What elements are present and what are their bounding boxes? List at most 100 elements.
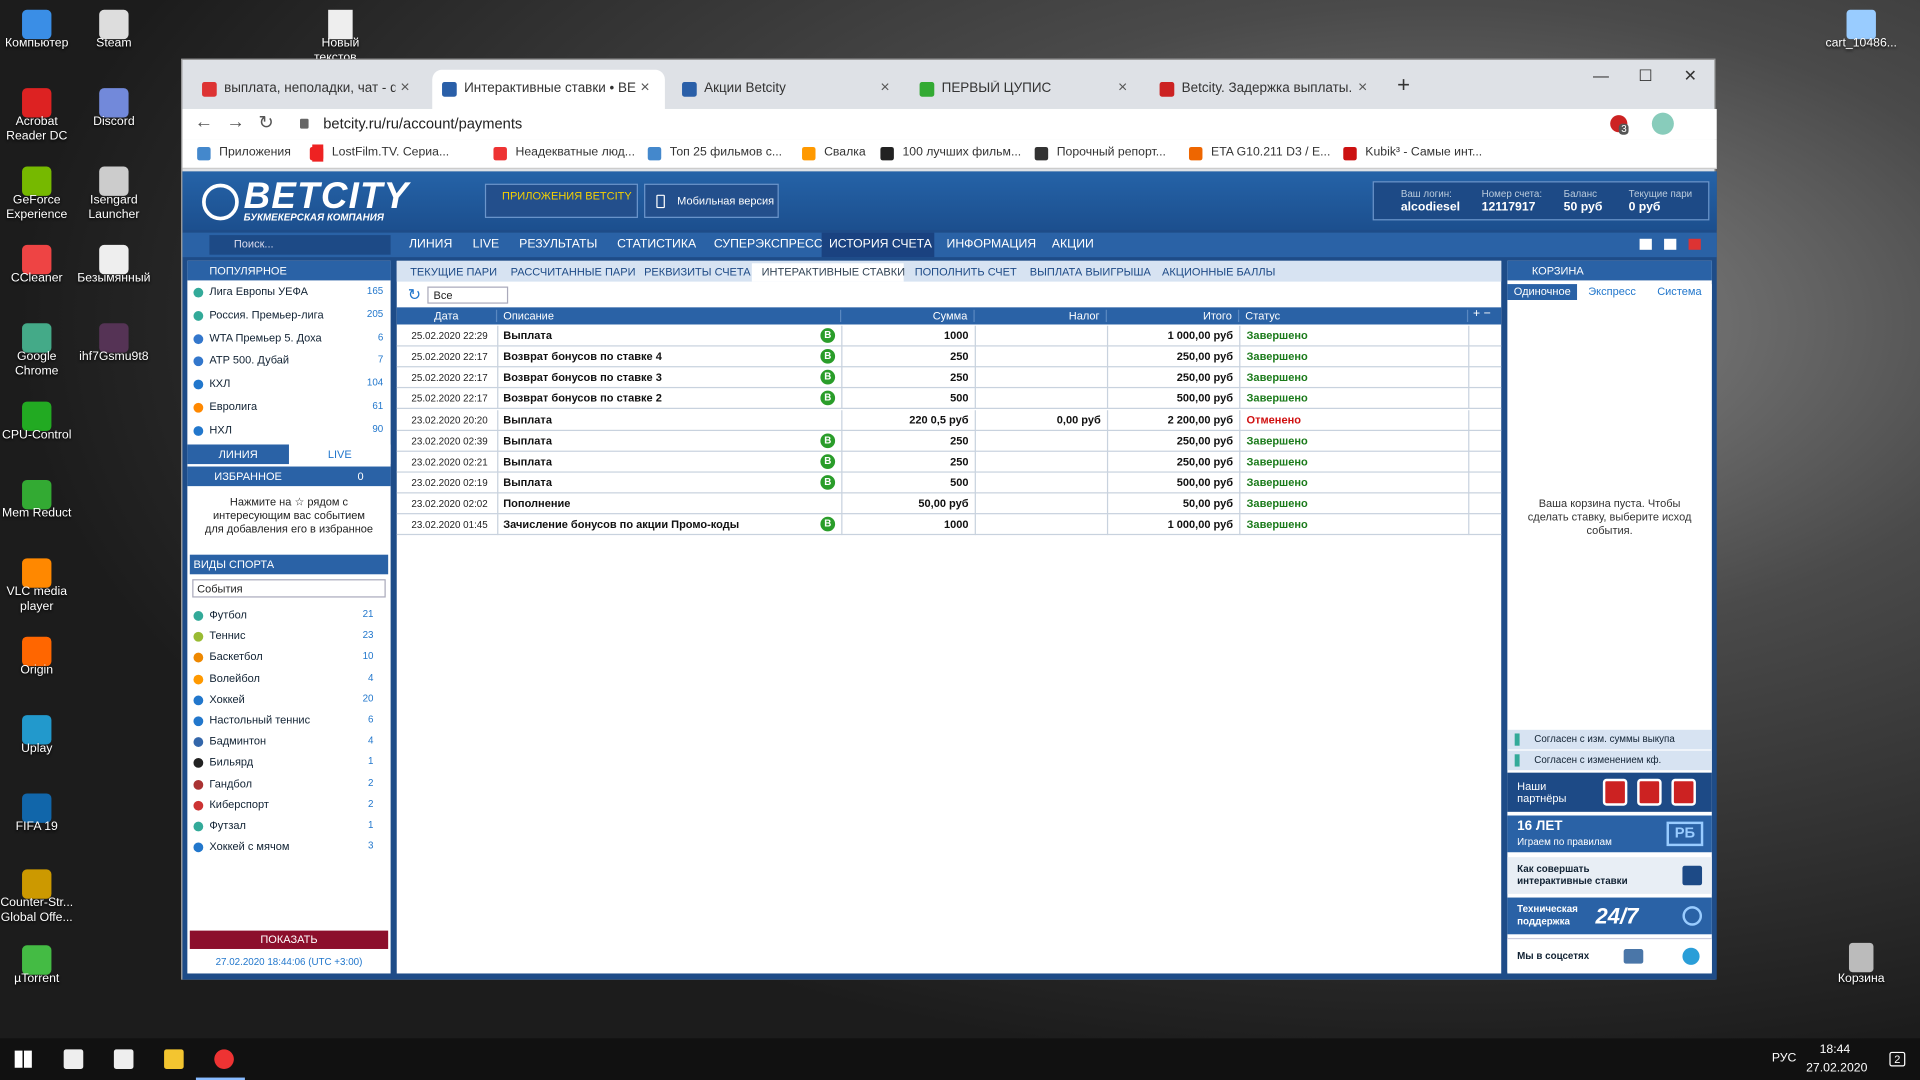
- bookmark-icon[interactable]: [802, 146, 816, 161]
- desktop-icon-image[interactable]: [99, 88, 129, 118]
- window-control[interactable]: ☐: [1638, 66, 1653, 85]
- subtab[interactable]: ТЕКУЩИЕ ПАРИ: [410, 265, 498, 278]
- bookmark[interactable]: 100 лучших фильм...: [902, 145, 1022, 160]
- clock-time[interactable]: 18:44: [1819, 1043, 1851, 1057]
- partner-logo[interactable]: [1602, 778, 1628, 806]
- tab-close[interactable]: ×: [880, 77, 890, 96]
- bookmark[interactable]: LostFilm.TV. Сериа...: [331, 145, 450, 160]
- league-name[interactable]: Лига Европы УЕФА: [209, 285, 308, 298]
- partners-banner[interactable]: Наши партнёры: [1507, 772, 1712, 812]
- nav-button[interactable]: ↻: [258, 112, 274, 134]
- taskbar-icon[interactable]: [113, 1049, 134, 1069]
- sports-select[interactable]: События: [192, 579, 386, 598]
- address-bar[interactable]: betcity.ru/ru/account/payments: [323, 115, 523, 133]
- desktop-icon-image[interactable]: [22, 166, 52, 196]
- bookmark[interactable]: Свалка: [824, 145, 866, 160]
- desktop-icon-label[interactable]: Корзина: [1837, 972, 1885, 986]
- bookmark-icon[interactable]: [197, 146, 211, 161]
- sport-name[interactable]: Баскетбол: [209, 650, 263, 663]
- league-name[interactable]: WTA Премьер 5. Доха: [209, 331, 322, 344]
- sport-name[interactable]: Волейбол: [209, 671, 260, 684]
- desktop-icon-image[interactable]: [22, 793, 52, 823]
- telegram-link[interactable]: [1682, 947, 1700, 965]
- bookmark[interactable]: Приложения: [219, 145, 291, 160]
- browser-tab[interactable]: выплата, неполадки, чат - drezz ×: [192, 70, 425, 109]
- profile-avatar[interactable]: [1651, 112, 1674, 135]
- league-name[interactable]: КХЛ: [209, 377, 231, 390]
- sport-name[interactable]: Бильярд: [209, 755, 254, 769]
- league-name[interactable]: НХЛ: [209, 423, 232, 436]
- sidebar-tab[interactable]: ЛИНИЯ: [187, 444, 289, 465]
- taskbar-icon[interactable]: [63, 1049, 84, 1069]
- desktop-icon-image[interactable]: [1848, 942, 1874, 973]
- sport-name[interactable]: Настольный теннис: [209, 713, 311, 727]
- desktop-icon-label[interactable]: FIFA 19: [15, 820, 58, 834]
- support-banner[interactable]: Техническая поддержка 24/7: [1507, 897, 1712, 935]
- bookmark-icon[interactable]: [1034, 146, 1049, 161]
- basket-option[interactable]: Согласен с изменением кф.: [1507, 750, 1712, 771]
- new-tab-button[interactable]: +: [1397, 72, 1411, 97]
- bookmark[interactable]: Неадекватные люд...: [515, 145, 635, 160]
- basket-tab[interactable]: Одиночное: [1507, 284, 1578, 301]
- howto-banner[interactable]: Как совершать интерактивные ставки: [1507, 857, 1712, 894]
- subtab[interactable]: РАССЧИТАННЫЕ ПАРИ: [510, 265, 636, 278]
- desktop-icon-image[interactable]: [22, 480, 52, 510]
- account-value[interactable]: 0 руб: [1628, 200, 1661, 215]
- sport-name[interactable]: Хоккей с мячом: [209, 840, 290, 853]
- sport-name[interactable]: Футбол: [209, 608, 247, 621]
- clock-date[interactable]: 27.02.2020: [1806, 1061, 1868, 1076]
- desktop-icon-label[interactable]: Безымянный: [77, 271, 151, 286]
- desktop-icon-image[interactable]: [99, 323, 129, 353]
- desktop-icon-image[interactable]: [99, 244, 129, 275]
- start-button[interactable]: [14, 1050, 32, 1068]
- desktop-icon-label[interactable]: Steam: [96, 36, 132, 51]
- mobile-button[interactable]: Мобильная версия: [644, 183, 779, 218]
- nav-item[interactable]: ЛИНИЯ: [408, 237, 453, 252]
- subtab[interactable]: ИНТЕРАКТИВНЫЕ СТАВКИ: [761, 265, 906, 278]
- browser-tab[interactable]: Акции Betcity ×: [672, 70, 905, 109]
- logo-ball[interactable]: [202, 183, 239, 221]
- nav-item[interactable]: ИНФОРМАЦИЯ: [946, 237, 1037, 252]
- desktop-icon-label[interactable]: Mem Reduct: [2, 506, 72, 521]
- filter-select[interactable]: Все: [427, 286, 509, 304]
- subtab[interactable]: РЕКВИЗИТЫ СЧЕТА: [644, 265, 751, 278]
- bookmark[interactable]: Топ 25 фильмов с...: [669, 145, 783, 160]
- desktop-icon-image[interactable]: [22, 323, 52, 353]
- subtab[interactable]: ПОПОЛНИТЬ СЧЕТ: [914, 265, 1017, 278]
- account-value[interactable]: 12117917: [1481, 200, 1536, 215]
- desktop-icon-image[interactable]: [99, 166, 129, 196]
- desktop-icon-label[interactable]: Discord: [93, 115, 135, 129]
- bookmark-icon[interactable]: [1343, 146, 1357, 161]
- partner-logo[interactable]: [1671, 778, 1696, 806]
- nav-button[interactable]: ←: [194, 111, 214, 133]
- league-name[interactable]: Евролига: [209, 400, 258, 413]
- taskbar-icon[interactable]: [214, 1049, 234, 1069]
- desktop-icon-label[interactable]: µTorrent: [14, 972, 60, 986]
- nav-tool[interactable]: [1639, 238, 1652, 250]
- desktop-icon-label[interactable]: Origin: [20, 663, 54, 678]
- desktop-icon-image[interactable]: [22, 945, 52, 975]
- bookmark[interactable]: ETA G10.211 D3 / E...: [1211, 145, 1331, 160]
- rules-banner[interactable]: 16 ЛЕТ Играем по правилам РБ: [1507, 815, 1712, 853]
- sidebar-tab[interactable]: LIVE: [288, 444, 391, 465]
- desktop-icon-image[interactable]: [328, 9, 353, 40]
- yandex-icon[interactable]: [312, 144, 324, 162]
- desktop-icon-label[interactable]: CPU-Control: [2, 428, 72, 443]
- tab-close[interactable]: ×: [1357, 77, 1368, 96]
- league-name[interactable]: ATP 500. Дубай: [209, 354, 290, 367]
- desktop-icon-image[interactable]: [1846, 9, 1876, 40]
- subtab[interactable]: ВЫПЛАТА ВЫИГРЫША: [1029, 265, 1151, 278]
- desktop-icon-label[interactable]: Google Chrome: [14, 350, 59, 379]
- browser-tab[interactable]: Betcity. Задержка выплаты. Блог×: [1150, 70, 1383, 109]
- desktop-icon-label[interactable]: Acrobat Reader DC: [6, 115, 68, 144]
- notification-count[interactable]: 2: [1889, 1051, 1906, 1067]
- tab-close[interactable]: ×: [1117, 77, 1128, 96]
- sport-name[interactable]: Гандбол: [209, 777, 253, 790]
- bookmark-icon[interactable]: [647, 146, 662, 161]
- logo[interactable]: BETCITY: [243, 176, 410, 217]
- window-control[interactable]: —: [1593, 66, 1609, 85]
- desktop-icon-image[interactable]: [22, 401, 52, 432]
- nav-tool[interactable]: [1688, 238, 1701, 250]
- basket-tab[interactable]: Экспресс: [1577, 284, 1647, 301]
- bookmark-icon[interactable]: [880, 146, 894, 161]
